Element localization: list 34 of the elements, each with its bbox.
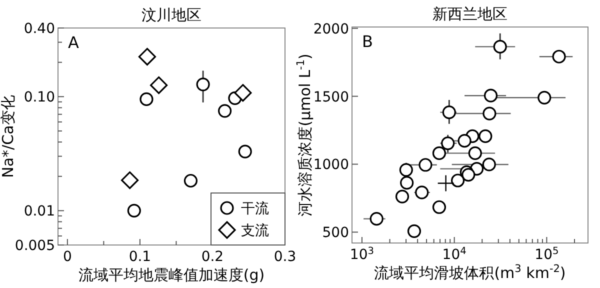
x-tick-label: 0 (62, 249, 72, 265)
y-axis-title: Na*/Ca变化 (0, 95, 17, 178)
y-tick-label: 2000 (313, 21, 349, 38)
point (150, 76, 168, 94)
y-tick-label: 1000 (313, 157, 349, 174)
y-tick-label: 0.005 (14, 238, 55, 254)
legend-label: 支流 (241, 223, 269, 239)
legend-label: 干流 (241, 201, 269, 217)
point (138, 48, 156, 66)
y-tick-label: 1500 (313, 89, 349, 106)
annotation: A (68, 33, 79, 52)
point (184, 174, 198, 188)
y-tick-label: 0.01 (24, 204, 55, 220)
x-axis-title: 流域平均地震峰值加速度(g) (78, 266, 265, 284)
x-axis-title: 流域平均滑坡体积(m$^{3}$ km$^{-2}$) (374, 263, 566, 282)
annotation: B (362, 32, 373, 51)
point (196, 78, 210, 92)
point (238, 144, 252, 158)
y-tick-label: 500 (322, 225, 349, 242)
x-tick-label: 0.3 (274, 249, 296, 265)
point (218, 104, 232, 118)
chart-title: 汶川地区 (142, 6, 202, 24)
point (121, 171, 139, 190)
x-tick-label: 10$^{4}$ (442, 246, 466, 263)
y-tick-label: 0.10 (24, 90, 55, 106)
point (140, 92, 154, 106)
x-tick-label: 0.2 (201, 249, 224, 265)
chart-title: 新西兰地区 (432, 5, 508, 23)
x-tick-label: 10$^{3}$ (350, 246, 374, 263)
y-tick-label: 0.40 (24, 21, 55, 37)
point (127, 204, 141, 218)
x-tick-label: 0.1 (128, 249, 152, 265)
x-tick-label: 10$^{5}$ (534, 246, 559, 263)
point (234, 84, 252, 102)
